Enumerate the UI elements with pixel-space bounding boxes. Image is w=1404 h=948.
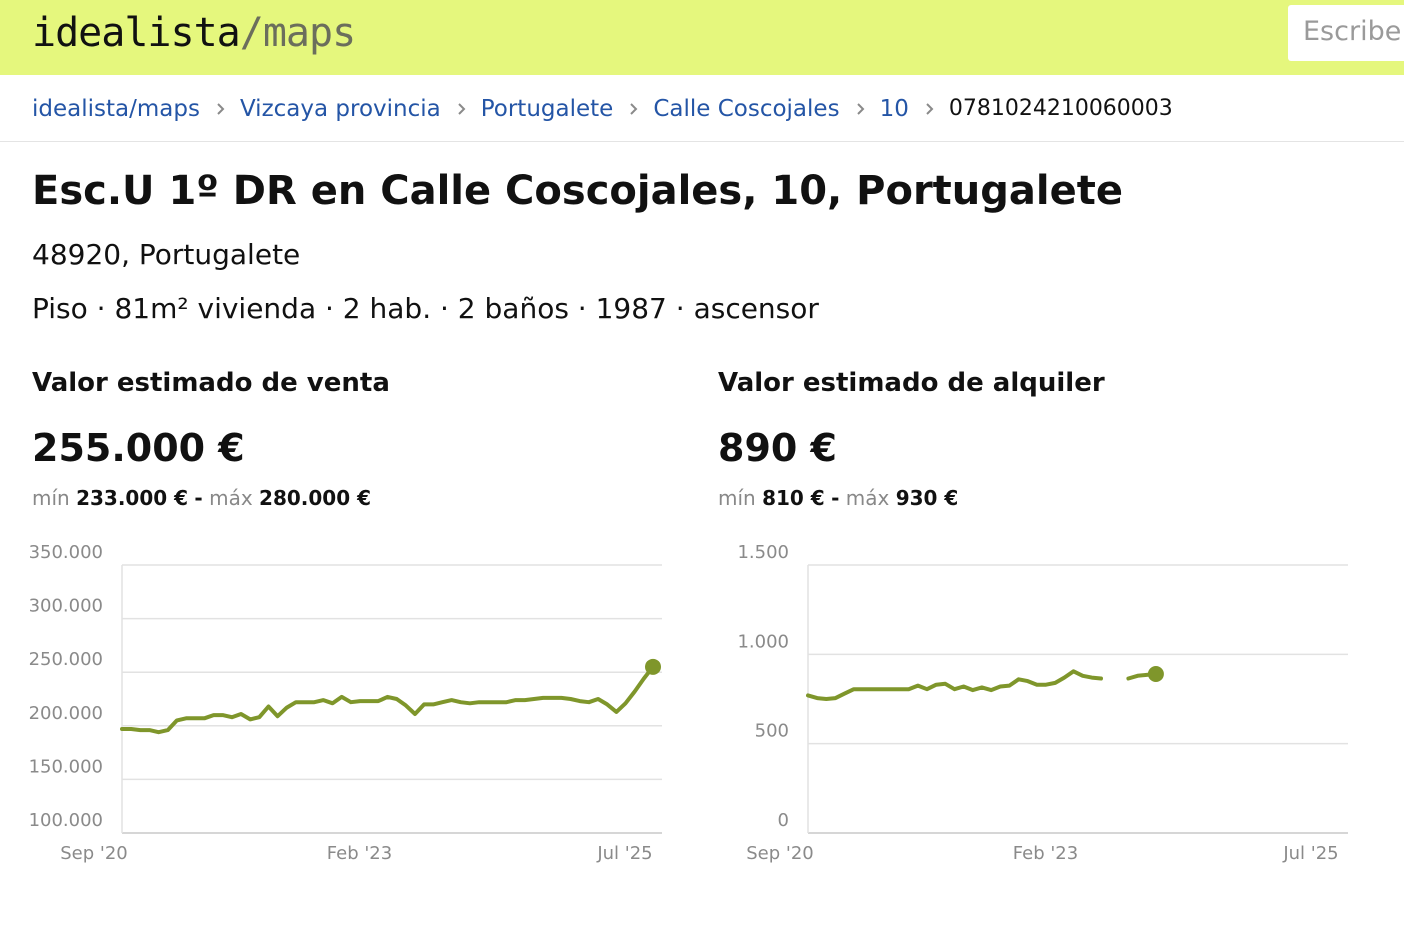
logo-brand: idealista: [32, 10, 241, 56]
x-tick-label: Sep '20: [746, 843, 814, 864]
breadcrumb-current: 0781024210060003: [948, 96, 1173, 121]
y-tick-label: 1.000: [737, 631, 789, 652]
breadcrumb-item: 0781024210060003: [949, 96, 1173, 121]
top-bar: idealista/maps Escribe: [0, 0, 1404, 75]
y-tick-label: 150.000: [29, 756, 103, 777]
last-value-dot: [1147, 665, 1164, 682]
max-value: 930 €: [895, 486, 959, 510]
chevron-icon: [458, 102, 466, 115]
breadcrumb-link[interactable]: 10: [879, 95, 909, 122]
min-label: mín: [32, 486, 70, 510]
chevron-icon: [217, 102, 225, 115]
property-address: 48920, Portugalete: [32, 238, 301, 271]
x-tick-label: Feb '23: [1013, 843, 1078, 864]
y-tick-label: 250.000: [29, 649, 103, 670]
x-tick-label: Feb '23: [327, 843, 392, 864]
value-line: [806, 669, 1158, 701]
search-box[interactable]: Escribe: [1288, 5, 1404, 61]
y-tick-label: 300.000: [29, 596, 103, 617]
property-title: Esc.U 1º DR en Calle Coscojales, 10, Por…: [32, 168, 1123, 214]
breadcrumb-link[interactable]: Calle Coscojales: [653, 95, 840, 122]
y-tick-label: 200.000: [29, 703, 103, 724]
breadcrumbs: idealista/maps Vizcaya provincia Portugale…: [0, 76, 1404, 142]
separator: -: [194, 486, 203, 510]
panel-title: Valor estimado de venta: [32, 368, 390, 398]
logo[interactable]: idealista/maps: [32, 10, 356, 56]
breadcrumb-link[interactable]: Vizcaya provincia: [239, 95, 441, 122]
y-tick-label: 100.000: [29, 810, 103, 831]
panel-range: mín 233.000 € - máx 280.000 €: [32, 486, 371, 510]
breadcrumb-item: 10: [880, 96, 949, 122]
min-value: 810 €: [762, 486, 825, 510]
y-tick-label: 500: [755, 721, 789, 742]
separator: -: [831, 486, 840, 510]
breadcrumb-item: Calle Coscojales: [653, 96, 879, 122]
min-label: mín: [718, 486, 756, 510]
max-label: máx: [209, 486, 253, 510]
x-tick-label: Sep '20: [60, 843, 128, 864]
y-tick-label: 1.500: [737, 542, 789, 563]
chevron-icon: [630, 102, 638, 115]
x-tick-label: Jul '25: [596, 843, 652, 864]
value-line: [120, 664, 655, 735]
breadcrumb-link[interactable]: Portugalete: [480, 95, 614, 122]
panel-title: Valor estimado de alquiler: [718, 368, 1105, 398]
max-value: 280.000 €: [259, 486, 372, 510]
breadcrumb-item: Portugalete: [481, 96, 654, 122]
panel-range: mín 810 € - máx 930 €: [718, 486, 958, 510]
panel-headline: 255.000 €: [32, 426, 245, 470]
min-value: 233.000 €: [76, 486, 189, 510]
panel-headline: 890 €: [718, 426, 837, 470]
last-value-dot: [645, 658, 661, 675]
y-tick-label: 0: [778, 810, 789, 831]
search-placeholder: Escribe: [1303, 16, 1402, 47]
breadcrumb-item: Vizcaya provincia: [240, 96, 481, 122]
chevron-icon: [856, 102, 864, 115]
breadcrumb-item: idealista/maps: [32, 96, 240, 122]
breadcrumb-list: idealista/maps Vizcaya provincia Portugale…: [0, 76, 1404, 141]
y-tick-label: 350.000: [29, 542, 103, 563]
property-specs: Piso · 81m² vivienda · 2 hab. · 2 baños …: [32, 292, 819, 325]
breadcrumb-link[interactable]: idealista/maps: [32, 95, 200, 122]
chevron-icon: [926, 102, 934, 115]
logo-suffix: /maps: [239, 10, 356, 56]
max-label: máx: [845, 486, 890, 510]
x-tick-label: Jul '25: [1282, 843, 1338, 864]
